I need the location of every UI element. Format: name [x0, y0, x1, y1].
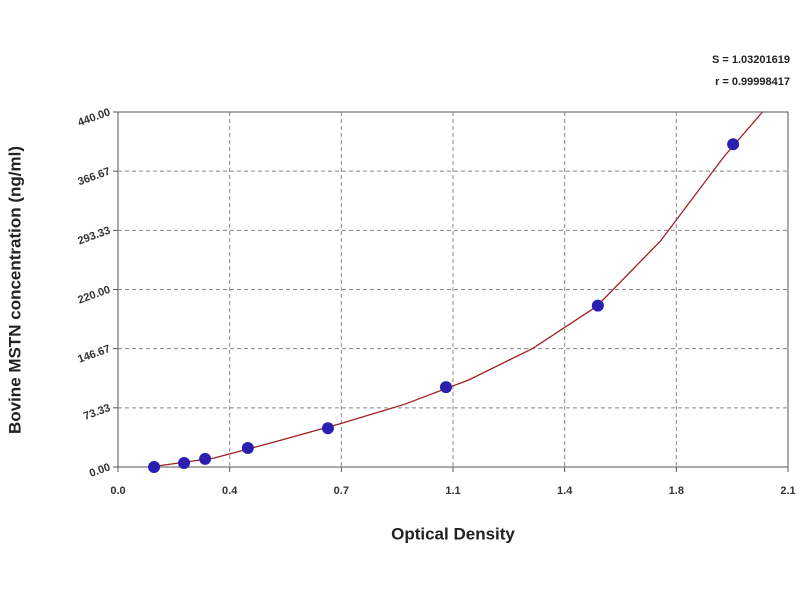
- x-tick-label: 0.4: [222, 485, 238, 497]
- x-axis-title: Optical Density: [391, 524, 515, 543]
- y-tick-label: 366.67: [76, 165, 112, 188]
- y-tick-label: 440.00: [76, 106, 112, 129]
- x-tick-label: 2.1: [780, 485, 795, 497]
- data-point: [148, 461, 161, 473]
- x-tick-label: 1.8: [669, 485, 684, 497]
- data-point: [178, 456, 191, 469]
- x-tick-label: 1.4: [557, 485, 573, 497]
- data-point: [199, 452, 212, 465]
- y-axis-title: Bovine MSTN concentration (ng/ml): [5, 146, 24, 434]
- annotation: S = 1.03201619: [712, 54, 790, 66]
- y-tick-label: 146.67: [76, 343, 112, 366]
- y-tick-label: 293.33: [76, 225, 112, 248]
- x-tick-label: 0.0: [110, 485, 125, 497]
- y-tick-label: 0.00: [88, 461, 112, 480]
- data-point: [439, 381, 452, 394]
- data-point: [591, 299, 604, 312]
- fit-curve: [149, 111, 763, 468]
- y-tick-label: 73.33: [82, 402, 112, 423]
- data-point: [727, 138, 740, 151]
- annotation: r = 0.99998417: [715, 76, 790, 88]
- y-tick-label: 220.00: [76, 284, 112, 307]
- x-tick-label: 1.1: [445, 485, 460, 497]
- x-tick-label: 0.7: [334, 485, 349, 497]
- data-point: [321, 422, 334, 435]
- data-point: [241, 442, 254, 455]
